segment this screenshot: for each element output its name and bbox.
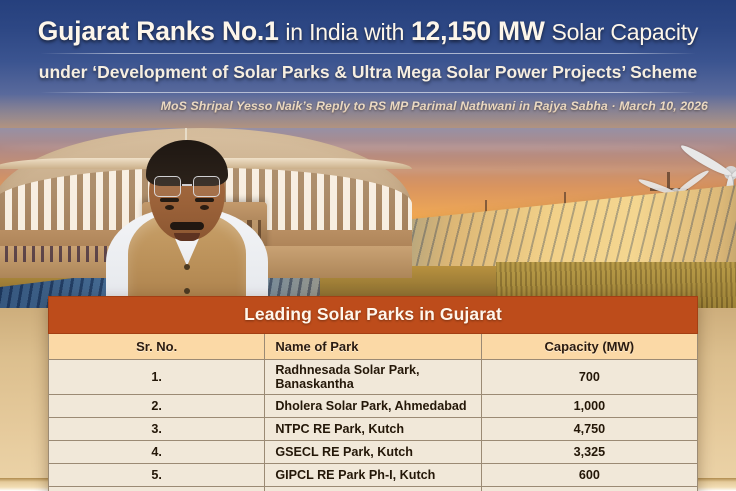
table-row: 3. NTPC RE Park, Kutch 4,750	[47, 417, 699, 441]
poster-header: Gujarat Ranks No.1 in India with 12,150 …	[0, 0, 736, 128]
divider-bottom	[40, 92, 696, 93]
cell-capacity: 700	[480, 359, 699, 395]
cell-sr: 1.	[47, 359, 266, 395]
cell-capacity: 4,750	[480, 417, 699, 441]
page-subtitle: under ‘Development of Solar Parks & Ultr…	[38, 62, 698, 82]
table-caption: Leading Solar Parks in Gujarat	[48, 296, 698, 334]
cell-name: GSECL RE Park, Kutch	[264, 440, 482, 464]
eyeglasses-bridge	[182, 184, 192, 186]
title-part-2: in India with	[285, 19, 405, 45]
table-row: 2. Dholera Solar Park, Ahmedabad 1,000	[47, 394, 699, 418]
cell-sr: 5.	[47, 463, 266, 487]
cell-capacity: 3,325	[480, 440, 699, 464]
divider-top	[40, 53, 696, 54]
column-header-sr: Sr. No.	[47, 333, 266, 360]
photo-band	[0, 118, 736, 308]
table-row: 6.GIPCL RE Park Ph-II, Kutch1,200	[47, 486, 699, 491]
crowd	[0, 246, 116, 262]
eyeglasses-icon	[154, 176, 181, 197]
page-title: Gujarat Ranks No.1 in India with 12,150 …	[0, 16, 736, 47]
title-part-3: 12,150 MW	[411, 16, 545, 46]
cell-sr: 2.	[47, 394, 266, 418]
cell-sr: 4.	[47, 440, 266, 464]
table-row: 4. GSECL RE Park, Kutch 3,325	[47, 440, 699, 464]
table-row: 5. GIPCL RE Park Ph-I, Kutch 600	[47, 463, 699, 487]
cell-name: NTPC RE Park, Kutch	[264, 417, 482, 441]
flagpole-icon	[185, 122, 187, 140]
vest-button	[184, 264, 190, 270]
source-byline: MoS Shripal Yesso Naik’s Reply to RS MP …	[160, 99, 708, 113]
cell-capacity: 1,000	[480, 394, 699, 418]
column-header-name: Name of Park	[264, 333, 482, 360]
minister-portrait	[92, 126, 282, 308]
eye	[200, 205, 209, 210]
hair	[146, 140, 228, 186]
table-header-row: Sr. No. Name of Park Capacity (MW)	[47, 333, 699, 360]
title-part-4: Solar Capacity	[551, 19, 699, 45]
cell-name: GIPCL RE Park Ph-II, Kutch	[264, 486, 482, 491]
cell-capacity: 1,200	[480, 486, 699, 491]
cell-name: Dholera Solar Park, Ahmedabad	[264, 394, 482, 418]
vest-button	[184, 288, 190, 294]
cloud-streak	[0, 144, 736, 151]
mouth	[174, 233, 200, 241]
solar-parks-table: Leading Solar Parks in Gujarat Sr. No. N…	[47, 296, 699, 491]
table-row: 1. Radhnesada Solar Park, Banaskantha 700	[47, 359, 699, 395]
cell-sr: 6.	[47, 486, 266, 491]
moustache	[170, 222, 204, 230]
cell-name: Radhnesada Solar Park, Banaskantha	[264, 359, 482, 395]
eye	[165, 205, 174, 210]
column-header-capacity: Capacity (MW)	[480, 333, 699, 360]
title-part-1: Gujarat Ranks No.1	[37, 16, 279, 46]
eyebrow	[160, 198, 179, 202]
cell-sr: 3.	[47, 417, 266, 441]
eyebrow	[195, 198, 214, 202]
cell-capacity: 600	[480, 463, 699, 487]
table-body: 1. Radhnesada Solar Park, Banaskantha 700 2…	[47, 359, 699, 491]
cell-name: GIPCL RE Park Ph-I, Kutch	[264, 463, 482, 487]
eyeglasses-icon	[193, 176, 220, 197]
